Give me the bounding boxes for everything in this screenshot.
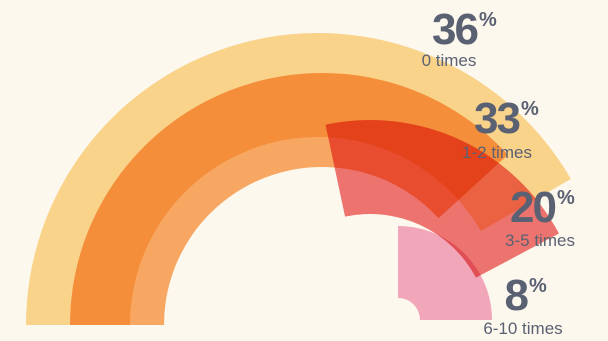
value-label: 8 bbox=[505, 271, 529, 320]
value-label: 36 bbox=[432, 5, 477, 54]
radial-bars bbox=[26, 33, 571, 325]
category-label: 3-5 times bbox=[505, 231, 575, 250]
value-labels: 36 % 0 times 33 % 1-2 times 20 % 3-5 times 8 % 6-10… bbox=[422, 5, 575, 338]
percent-sign: % bbox=[529, 275, 547, 297]
bar-3-5-times bbox=[325, 119, 559, 278]
percent-sign: % bbox=[557, 187, 575, 209]
percent-sign: % bbox=[479, 9, 497, 31]
category-label: 1-2 times bbox=[462, 143, 532, 162]
category-label: 6-10 times bbox=[483, 319, 562, 338]
category-label: 0 times bbox=[422, 51, 477, 70]
bar-6-10-times bbox=[398, 226, 492, 320]
value-label: 33 bbox=[474, 94, 519, 143]
percent-sign: % bbox=[521, 98, 539, 120]
value-label: 20 bbox=[510, 183, 555, 232]
